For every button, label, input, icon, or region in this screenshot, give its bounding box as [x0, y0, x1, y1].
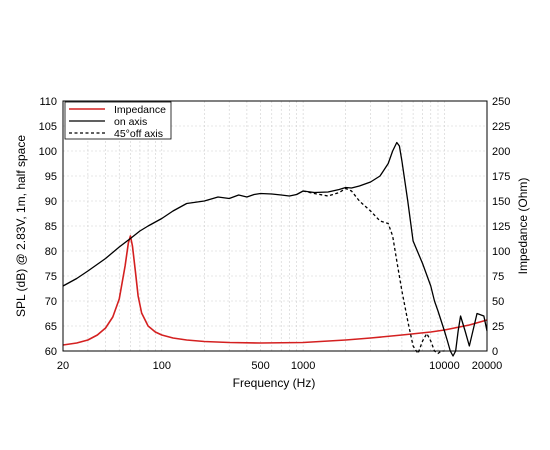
y-left-tick-label: 65 — [45, 321, 57, 333]
y-left-tick-label: 110 — [39, 96, 57, 108]
grid — [63, 101, 487, 351]
legend: Impedance on axis 45°off axis — [64, 101, 172, 140]
y-left-tick-label: 80 — [45, 246, 57, 258]
x-tick-label: 500 — [251, 360, 269, 372]
x-tick-label: 20 — [57, 360, 69, 372]
y-right-tick-label: 150 — [492, 196, 510, 208]
y-right-tick-label: 50 — [492, 296, 504, 308]
plot-frame — [62, 100, 488, 352]
y-left-tick-label: 70 — [45, 296, 57, 308]
y-right-tick-label: 250 — [492, 96, 510, 108]
x-tick-label: 100 — [153, 360, 171, 372]
y-left-tick-label: 95 — [45, 171, 57, 183]
y-axis-left-title: SPL (dB) @ 2.83V, 1m, half space — [14, 135, 28, 317]
legend-label-on-axis: on axis — [114, 116, 147, 128]
x-tick-label: 1000 — [291, 360, 315, 372]
y-left-tick-label: 100 — [39, 146, 57, 158]
y-left-tick-label: 105 — [39, 121, 57, 133]
y-right-tick-label: 200 — [492, 146, 510, 158]
y-axis-right-title: Impedance (Ohm) — [516, 178, 530, 275]
x-tick-label: 20000 — [472, 360, 503, 372]
x-axis-title: Frequency (Hz) — [233, 376, 316, 390]
off-axis-45-curve — [302, 187, 445, 355]
y-left-tick-label: 60 — [45, 346, 57, 358]
y-left-tick-label: 85 — [45, 221, 57, 233]
tick-labels: 60 65 70 75 80 85 90 95 100 105 110 0 25 50 75 100 125 15… — [39, 96, 511, 372]
legend-label-off-axis: 45°off axis — [114, 128, 163, 140]
y-left-tick-label: 75 — [45, 271, 57, 283]
y-right-tick-label: 175 — [492, 171, 510, 183]
impedance-curve — [62, 235, 488, 346]
y-right-tick-label: 100 — [492, 246, 510, 258]
y-left-tick-label: 90 — [45, 196, 57, 208]
x-tick-label: 10000 — [429, 360, 460, 372]
data-series — [62, 141, 488, 357]
y-right-tick-label: 25 — [492, 321, 504, 333]
on-axis-curve — [62, 141, 488, 357]
legend-label-impedance: Impedance — [114, 104, 166, 116]
y-right-tick-label: 0 — [492, 346, 498, 358]
y-right-tick-label: 125 — [492, 221, 510, 233]
y-right-tick-label: 75 — [492, 271, 504, 283]
y-right-tick-label: 225 — [492, 121, 510, 133]
